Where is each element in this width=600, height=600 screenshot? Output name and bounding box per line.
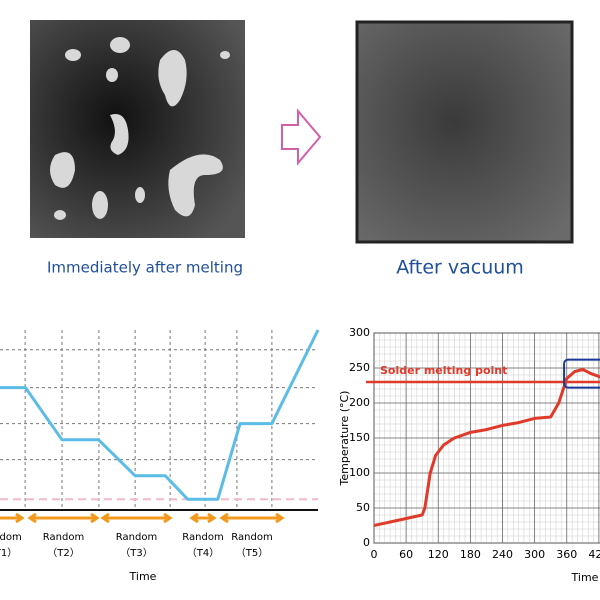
y-axis-label: Temperature (°C) (338, 391, 351, 487)
caption: After vacuum (396, 257, 524, 279)
x-tick-label: 120 (428, 548, 449, 561)
phase-name: Random (116, 532, 157, 543)
phase-name: Random (0, 532, 22, 543)
x-axis-label: Time (129, 570, 157, 583)
x-tick-label: 180 (460, 548, 481, 561)
y-tick-label: 0 (363, 536, 370, 549)
caption: Immediately after melting (47, 259, 243, 277)
x-tick-label: 0 (371, 548, 378, 561)
y-tick-label: 250 (349, 361, 370, 374)
x-tick-label: 60 (399, 548, 413, 561)
y-tick-label: 300 (349, 326, 370, 339)
phase-name: Random (182, 532, 223, 543)
data-line (373, 367, 600, 527)
data-line (0, 329, 320, 501)
phase-arrow (219, 512, 285, 524)
phase-id: （T1） (0, 547, 17, 559)
annotation: Solder melting point (380, 364, 507, 377)
y-tick-label: 50 (356, 501, 370, 514)
phase-id: （T3） (120, 547, 152, 559)
highlight-box (563, 358, 600, 389)
phase-arrow (100, 512, 173, 524)
phase-id: （T5） (236, 547, 268, 559)
phase-name: Random (231, 532, 272, 543)
xray-after (355, 20, 574, 244)
arrow (281, 108, 322, 166)
phase-id: （T2） (47, 547, 79, 559)
x-tick-label: 420 (588, 548, 600, 561)
y-tick-label: 100 (349, 466, 370, 479)
x-tick-label: 240 (492, 548, 513, 561)
phase-arrow (189, 512, 217, 524)
x-tick-label: 300 (524, 548, 545, 561)
xray-before (30, 20, 245, 238)
phase-arrow (0, 512, 25, 524)
y-tick-label: 200 (349, 396, 370, 409)
phase-arrow (27, 512, 100, 524)
phase-id: （T4） (187, 547, 219, 559)
x-tick-label: 360 (556, 548, 577, 561)
phase-name: Random (43, 532, 84, 543)
y-tick-label: 150 (349, 431, 370, 444)
x-axis-label: Time (571, 571, 599, 584)
